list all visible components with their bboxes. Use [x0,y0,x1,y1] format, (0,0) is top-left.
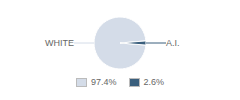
svg-text:A.I.: A.I. [166,38,180,48]
html-text:2.6%: 2.6% [143,77,164,87]
html-text:97.4%: 97.4% [91,77,117,87]
svg-text:WHITE: WHITE [45,38,74,48]
